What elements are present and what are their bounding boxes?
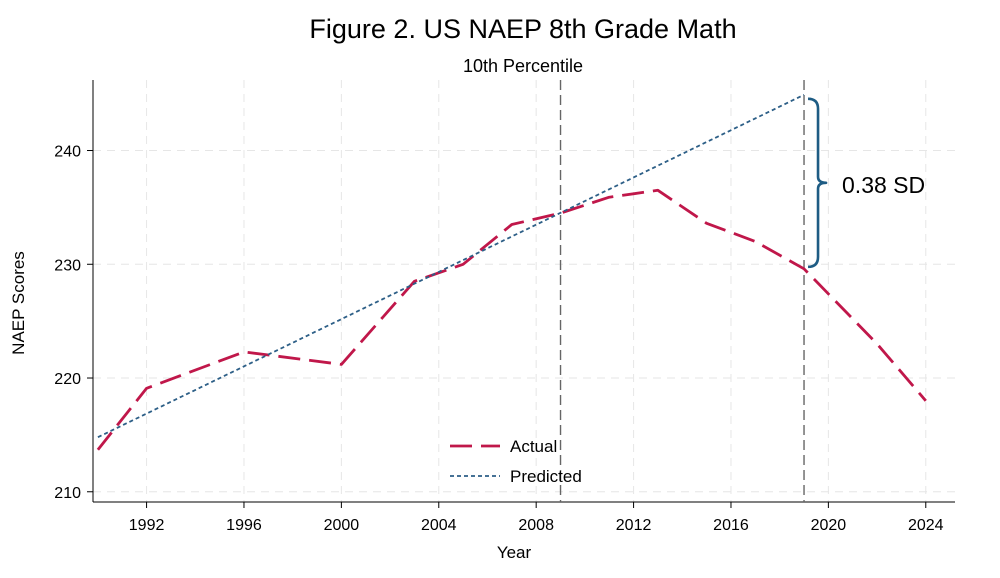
series-line-predicted bbox=[97, 93, 805, 439]
x-tick-label: 2000 bbox=[324, 517, 360, 534]
x-tick-label: 2020 bbox=[811, 517, 847, 534]
x-tick-label: 2016 bbox=[713, 517, 749, 534]
legend: Actual Predicted bbox=[450, 437, 582, 486]
y-tick-label: 220 bbox=[54, 371, 81, 388]
annotations: 0.38 SD bbox=[807, 97, 925, 269]
annotation-brace bbox=[807, 97, 828, 269]
reference-lines bbox=[559, 80, 805, 502]
x-tick-label: 2024 bbox=[908, 517, 944, 534]
annotation-label: 0.38 SD bbox=[842, 172, 925, 198]
x-tick-label: 2008 bbox=[518, 517, 554, 534]
legend-label-predicted: Predicted bbox=[510, 467, 582, 486]
legend-label-actual: Actual bbox=[510, 437, 557, 456]
series-line-actual bbox=[96, 188, 927, 451]
series-lines bbox=[96, 93, 927, 451]
gridlines bbox=[93, 80, 955, 502]
y-tick-label: 210 bbox=[54, 485, 81, 502]
x-axis-title: Year bbox=[497, 543, 532, 562]
chart-subtitle: 10th Percentile bbox=[462, 56, 584, 76]
y-tick-label: 240 bbox=[54, 144, 81, 161]
x-tick-label: 1992 bbox=[129, 517, 165, 534]
x-tick-label: 2012 bbox=[616, 517, 652, 534]
y-axis-title: NAEP Scores bbox=[9, 251, 28, 355]
x-tick-label: 1996 bbox=[226, 517, 262, 534]
axes: 1992 1996 2000 2004 2008 2012 2016 2020 2024 210 2… bbox=[54, 80, 955, 534]
x-tick-label: 2004 bbox=[421, 517, 457, 534]
y-tick-label: 230 bbox=[54, 257, 81, 274]
chart-title: Figure 2. US NAEP 8th Grade Math bbox=[309, 14, 737, 44]
